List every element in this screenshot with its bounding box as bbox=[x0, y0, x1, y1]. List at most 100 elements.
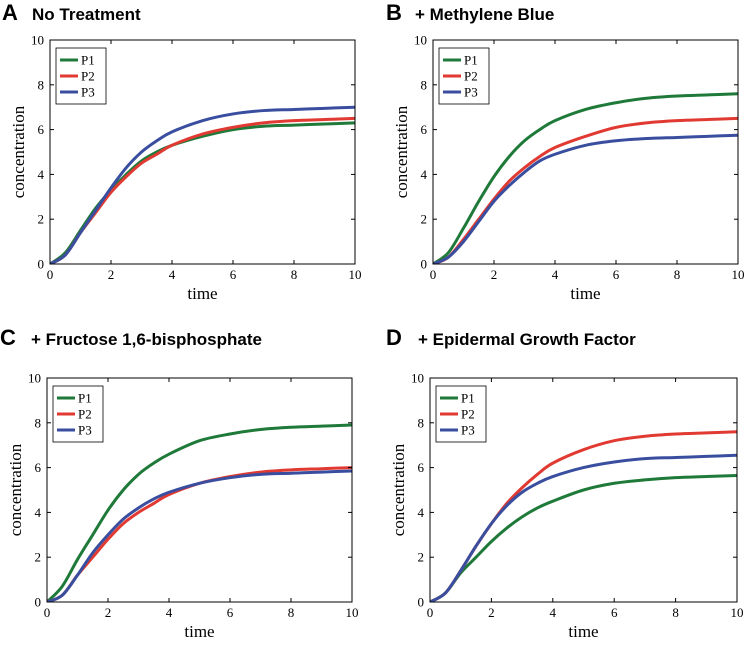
y-tick-label: 4 bbox=[38, 167, 45, 182]
series-line-p1 bbox=[430, 473, 737, 602]
panel-letter: A bbox=[2, 0, 18, 25]
plot-frame bbox=[46, 377, 353, 603]
x-tick-label: 4 bbox=[169, 267, 176, 282]
series-line-p3 bbox=[50, 105, 355, 264]
y-tick-label: 8 bbox=[35, 415, 42, 430]
series-line-p3 bbox=[430, 453, 737, 602]
panel-d: D + Epidermal Growth Factor 0 2 4 6 8 10 0 2 4 6 8 10… bbox=[386, 325, 744, 641]
x-tick-label: 0 bbox=[44, 605, 51, 620]
y-tick-label: 10 bbox=[28, 371, 41, 386]
x-tick-label: 6 bbox=[227, 605, 234, 620]
y-tick-label: 4 bbox=[418, 505, 425, 520]
x-tick-label: 4 bbox=[552, 267, 559, 282]
x-tick-label: 0 bbox=[430, 267, 437, 282]
x-tick-label: 2 bbox=[105, 605, 112, 620]
panel-letter: C bbox=[0, 325, 16, 350]
series-line-p2 bbox=[433, 116, 738, 264]
y-tick-label: 2 bbox=[38, 212, 45, 227]
y-tick-label: 0 bbox=[38, 257, 45, 272]
x-tick-label: 2 bbox=[108, 267, 115, 282]
series-line-p3 bbox=[433, 133, 738, 264]
legend-label-p2: P2 bbox=[78, 407, 92, 422]
y-tick-label: 2 bbox=[418, 550, 425, 565]
legend-label-p1: P1 bbox=[464, 53, 478, 68]
panel-title: No Treatment bbox=[32, 5, 141, 24]
x-tick-label: 0 bbox=[427, 605, 434, 620]
y-tick-label: 6 bbox=[38, 122, 45, 137]
y-tick-label: 4 bbox=[35, 505, 42, 520]
x-axis-label: time bbox=[570, 284, 600, 303]
x-tick-label: 2 bbox=[488, 605, 495, 620]
x-tick-label: 10 bbox=[346, 605, 359, 620]
x-tick-label: 6 bbox=[230, 267, 237, 282]
x-axis-label: time bbox=[184, 622, 214, 641]
legend-label-p3: P3 bbox=[78, 423, 92, 438]
y-tick-label: 0 bbox=[421, 257, 428, 272]
x-tick-label: 6 bbox=[611, 605, 618, 620]
y-tick-label: 2 bbox=[35, 550, 42, 565]
x-tick-label: 10 bbox=[732, 267, 745, 282]
y-tick-label: 6 bbox=[35, 460, 42, 475]
x-tick-label: 4 bbox=[550, 605, 557, 620]
panel-letter: D bbox=[386, 325, 402, 350]
x-tick-label: 8 bbox=[291, 267, 298, 282]
y-tick-label: 0 bbox=[35, 595, 42, 610]
y-tick-label: 10 bbox=[411, 371, 424, 386]
legend-label-p3: P3 bbox=[464, 85, 478, 100]
y-tick-label: 6 bbox=[418, 460, 425, 475]
y-axis-label: concentration bbox=[9, 105, 28, 198]
x-axis-label: time bbox=[568, 622, 598, 641]
series-line-p1 bbox=[50, 121, 355, 264]
x-tick-label: 10 bbox=[731, 605, 744, 620]
y-axis-label: concentration bbox=[389, 443, 408, 536]
legend-label-p3: P3 bbox=[81, 85, 95, 100]
y-tick-label: 6 bbox=[421, 122, 428, 137]
y-tick-label: 10 bbox=[414, 33, 427, 48]
panel-letter: B bbox=[386, 0, 402, 25]
x-tick-label: 4 bbox=[166, 605, 173, 620]
legend-label-p2: P2 bbox=[461, 407, 475, 422]
series-line-p2 bbox=[50, 116, 355, 264]
y-axis-label: concentration bbox=[392, 105, 411, 198]
series-lines bbox=[430, 430, 737, 602]
series-line-p3 bbox=[47, 469, 352, 602]
plot-frame bbox=[49, 39, 356, 265]
plot-frame bbox=[432, 39, 739, 265]
y-tick-label: 2 bbox=[421, 212, 428, 227]
panel-b: B + Methylene Blue 0 2 4 6 8 10 0 2 4 6 8 10 time conce… bbox=[386, 0, 745, 303]
x-tick-label: 8 bbox=[674, 267, 681, 282]
panel-title: + Methylene Blue bbox=[415, 5, 554, 24]
y-tick-label: 8 bbox=[38, 77, 45, 92]
series-line-p1 bbox=[433, 92, 738, 264]
panel-title: + Epidermal Growth Factor bbox=[418, 330, 636, 349]
y-tick-label: 8 bbox=[418, 415, 425, 430]
x-tick-label: 8 bbox=[288, 605, 295, 620]
x-tick-label: 8 bbox=[672, 605, 679, 620]
y-tick-label: 8 bbox=[421, 77, 428, 92]
x-tick-label: 6 bbox=[613, 267, 620, 282]
y-tick-label: 0 bbox=[418, 595, 425, 610]
series-lines bbox=[50, 105, 355, 264]
legend-label-p1: P1 bbox=[461, 391, 475, 406]
panel-c: C + Fructose 1,6-bisphosphate 0 2 4 6 8 10 0 2 4 6 8… bbox=[0, 325, 359, 641]
series-lines bbox=[433, 92, 738, 264]
legend-label-p2: P2 bbox=[464, 69, 478, 84]
x-tick-label: 0 bbox=[47, 267, 54, 282]
plot-frame bbox=[429, 377, 738, 603]
legend-label-p1: P1 bbox=[81, 53, 95, 68]
x-tick-label: 10 bbox=[349, 267, 362, 282]
x-axis-label: time bbox=[187, 284, 217, 303]
y-tick-label: 10 bbox=[31, 33, 44, 48]
legend-label-p3: P3 bbox=[461, 423, 475, 438]
legend-label-p2: P2 bbox=[81, 69, 95, 84]
series-line-p1 bbox=[47, 423, 352, 602]
y-tick-label: 4 bbox=[421, 167, 428, 182]
legend-label-p1: P1 bbox=[78, 391, 92, 406]
panel-a: A No Treatment 0 2 4 6 8 10 0 2 4 6 8 10 time concentra… bbox=[2, 0, 362, 303]
series-lines bbox=[47, 423, 352, 602]
